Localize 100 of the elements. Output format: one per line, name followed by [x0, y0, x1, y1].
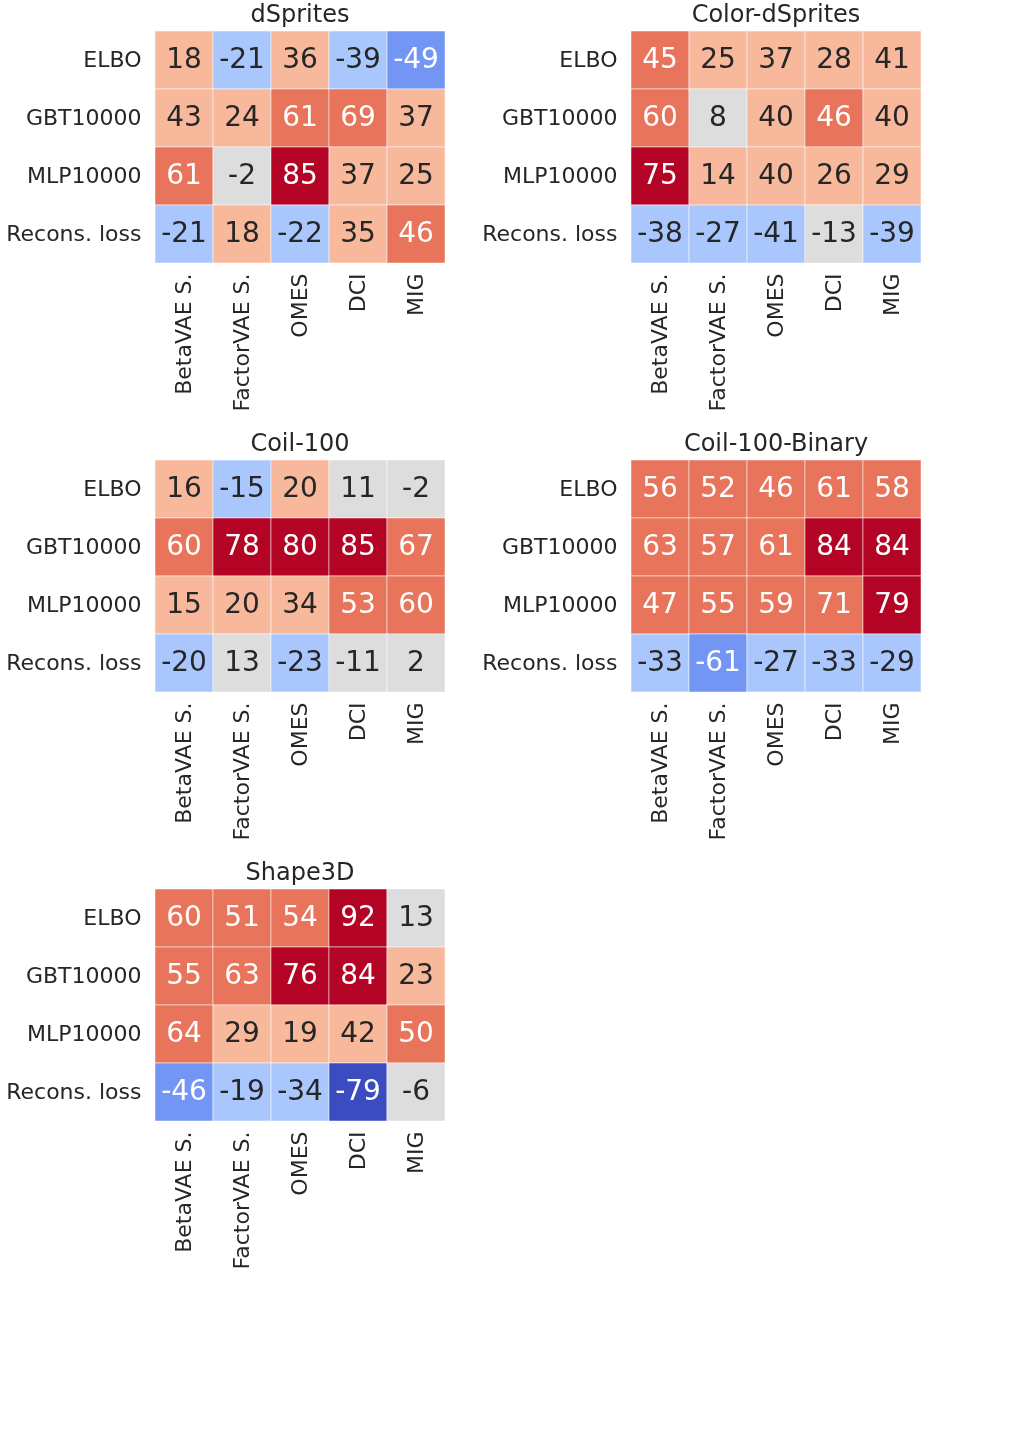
data-label: 64: [166, 1016, 202, 1049]
data-label: 29: [874, 158, 910, 191]
data-label: 50: [398, 1016, 434, 1049]
y-tick-label: GBT10000: [501, 105, 618, 130]
y-tick-label: ELBO: [83, 905, 142, 930]
y-tick-label: MLP10000: [503, 592, 618, 617]
x-tick-label: FactorVAE S.: [705, 702, 730, 841]
data-label: 85: [282, 158, 318, 191]
y-tick-label: ELBO: [83, 47, 142, 72]
data-label: 20: [224, 587, 260, 620]
chart-title: Color-dSprites: [691, 0, 861, 28]
data-label: -22: [277, 216, 323, 249]
data-label: 63: [224, 958, 260, 991]
data-label: 40: [874, 100, 910, 133]
data-label: 67: [398, 529, 434, 562]
data-label: -39: [335, 42, 381, 75]
x-tick-label: OMES: [763, 273, 788, 338]
data-label: 19: [282, 1016, 318, 1049]
data-label: 58: [874, 471, 910, 504]
chart-title: Coil-100-Binary: [683, 428, 869, 457]
data-label: 61: [816, 471, 852, 504]
data-label: -29: [869, 645, 915, 678]
data-label: 13: [224, 645, 260, 678]
data-label: -2: [228, 158, 256, 191]
data-label: 16: [166, 471, 202, 504]
y-tick-label: MLP10000: [27, 592, 142, 617]
data-label: 84: [874, 529, 910, 562]
data-label: 75: [642, 158, 678, 191]
data-label: 25: [398, 158, 434, 191]
y-tick-label: Recons. loss: [6, 1079, 142, 1104]
data-label: 51: [224, 900, 260, 933]
data-label: 63: [642, 529, 678, 562]
y-tick-label: GBT10000: [501, 534, 618, 559]
data-label: -21: [219, 42, 265, 75]
data-label: 60: [166, 900, 202, 933]
data-label: -38: [637, 216, 683, 249]
x-tick-label: OMES: [287, 702, 312, 767]
data-label: 85: [340, 529, 376, 562]
data-label: 29: [224, 1016, 260, 1049]
data-label: -2: [402, 471, 430, 504]
data-label: 76: [282, 958, 318, 991]
data-label: 79: [874, 587, 910, 620]
data-label: 24: [224, 100, 260, 133]
data-label: -27: [753, 645, 799, 678]
data-label: 47: [642, 587, 678, 620]
data-label: 40: [758, 100, 794, 133]
y-tick-label: MLP10000: [27, 163, 142, 188]
y-tick-label: ELBO: [559, 47, 618, 72]
data-label: -27: [695, 216, 741, 249]
x-tick-label: MIG: [879, 702, 904, 746]
x-tick-label: BetaVAE S.: [171, 273, 196, 395]
data-label: 18: [224, 216, 260, 249]
data-label: 59: [758, 587, 794, 620]
data-label: 92: [340, 900, 376, 933]
x-tick-label: DCI: [345, 702, 370, 742]
y-tick-label: Recons. loss: [6, 221, 142, 246]
y-tick-label: ELBO: [83, 476, 142, 501]
y-tick-label: GBT10000: [25, 963, 142, 988]
x-tick-label: OMES: [763, 702, 788, 767]
y-tick-label: Recons. loss: [482, 650, 618, 675]
data-label: -61: [695, 645, 741, 678]
data-label: 14: [700, 158, 736, 191]
x-tick-label: OMES: [287, 1131, 312, 1196]
data-label: 35: [340, 216, 376, 249]
data-label: -13: [811, 216, 857, 249]
data-label: 34: [282, 587, 318, 620]
data-label: 20: [282, 471, 318, 504]
data-label: 2: [407, 645, 425, 678]
y-tick-label: MLP10000: [27, 1021, 142, 1046]
x-tick-label: DCI: [345, 1131, 370, 1171]
x-tick-label: MIG: [403, 273, 428, 317]
y-tick-label: Recons. loss: [6, 650, 142, 675]
x-tick-label: OMES: [287, 273, 312, 338]
x-tick-label: DCI: [821, 273, 846, 313]
data-label: -23: [277, 645, 323, 678]
data-label: 25: [700, 42, 736, 75]
data-label: 60: [642, 100, 678, 133]
x-tick-label: MIG: [403, 702, 428, 746]
data-label: 55: [166, 958, 202, 991]
data-label: 78: [224, 529, 260, 562]
data-label: 69: [340, 100, 376, 133]
x-tick-label: DCI: [821, 702, 846, 742]
data-label: 37: [758, 42, 794, 75]
data-label: 40: [758, 158, 794, 191]
data-label: 41: [874, 42, 910, 75]
data-label: 23: [398, 958, 434, 991]
x-tick-label: BetaVAE S.: [647, 273, 672, 395]
data-label: 28: [816, 42, 852, 75]
data-label: -34: [277, 1074, 323, 1107]
data-label: 71: [816, 587, 852, 620]
data-label: -41: [753, 216, 799, 249]
data-label: 43: [166, 100, 202, 133]
x-tick-label: FactorVAE S.: [229, 273, 254, 412]
data-label: 57: [700, 529, 736, 562]
data-label: 46: [398, 216, 434, 249]
data-label: 36: [282, 42, 318, 75]
data-label: -46: [161, 1074, 207, 1107]
x-tick-label: FactorVAE S.: [229, 1131, 254, 1270]
data-label: 60: [398, 587, 434, 620]
data-label: 56: [642, 471, 678, 504]
